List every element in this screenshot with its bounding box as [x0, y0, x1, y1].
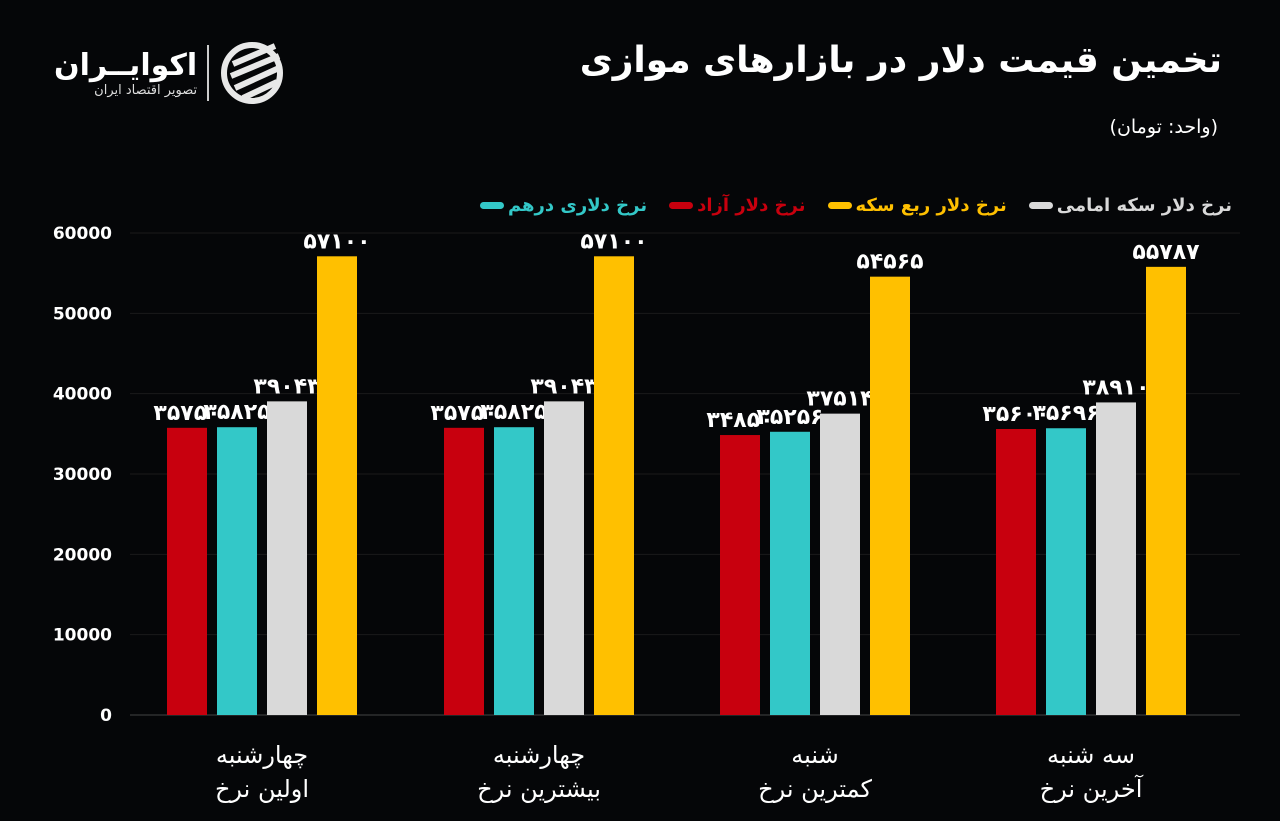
legend-label: نرخ دلار ربع سکه [855, 195, 1007, 216]
category-line: آخرین نرخ [1039, 775, 1143, 803]
data-label: ۳۸۹۱۰ [1082, 375, 1149, 400]
legend-item: نرخ دلار ربع سکه [827, 195, 1007, 216]
x-category-label: چهارشنبه اولین نرخ [162, 738, 362, 806]
data-label: ۳۵۷۵۰ [153, 401, 220, 426]
legend: نرخ دلاری درهم نرخ دلار آزاد نرخ دلار ربع … [479, 195, 1232, 216]
legend-label: نرخ دلار آزاد [697, 195, 806, 216]
data-label: ۳۷۵۱۴ [806, 387, 873, 412]
legend-swatch [669, 202, 694, 209]
category-line: چهارشنبه [492, 741, 586, 769]
bar [720, 435, 760, 715]
bar [494, 427, 534, 715]
y-tick-label: 60000 [53, 224, 112, 244]
x-category-label: شنبه کمترین نرخ [715, 738, 915, 806]
category-line: اولین نرخ [214, 775, 310, 803]
data-label: ۳۵۸۲۵ [480, 400, 547, 425]
y-tick-label: 0 [100, 706, 112, 726]
x-category-label: چهارشنبه بیشترین نرخ [439, 738, 639, 806]
category-line: بیشترین نرخ [477, 775, 601, 803]
data-label: ۵۴۵۶۵ [856, 250, 923, 275]
category-line: سه شنبه [1046, 741, 1136, 769]
data-label: ۵۷۱۰۰ [303, 229, 370, 254]
data-label: ۵۷۱۰۰ [580, 229, 647, 254]
legend-swatch [1028, 202, 1053, 209]
bar [1096, 402, 1136, 715]
legend-label: نرخ دلاری درهم [507, 195, 648, 216]
y-tick-label: 30000 [53, 465, 112, 485]
bar [1046, 428, 1086, 715]
bar [770, 431, 810, 715]
data-label: ۳۹۰۴۳ [253, 374, 321, 399]
category-line: چهارشنبه [215, 741, 309, 769]
data-label: ۳۵۷۵۰ [430, 401, 497, 426]
bar [820, 413, 860, 715]
bar [317, 256, 357, 715]
bar [594, 256, 634, 715]
bar [167, 427, 207, 715]
data-label: ۳۵۸۲۵ [203, 400, 270, 425]
legend-swatch [479, 202, 504, 209]
unit-label: (واحد: تومان) [1109, 116, 1218, 138]
bar [870, 276, 910, 715]
logo-name: اکوایــران [54, 48, 198, 83]
legend-item: نرخ دلاری درهم [479, 195, 648, 216]
y-tick-label: 40000 [53, 385, 112, 405]
bar [1146, 266, 1186, 715]
y-tick-label: 10000 [53, 626, 112, 646]
logo: اکوایــران تصویر اقتصاد ایران [54, 40, 285, 106]
bar [444, 427, 484, 715]
logo-subtitle: تصویر اقتصاد ایران [94, 83, 198, 98]
data-label: ۳۹۰۴۳ [530, 374, 598, 399]
legend-item: نرخ دلار سکه امامی [1028, 195, 1232, 216]
legend-item: نرخ دلار آزاد [669, 195, 806, 216]
data-label: ۳۵۲۵۶ [756, 405, 823, 430]
bar [267, 401, 307, 715]
bar [544, 401, 584, 715]
data-label: ۳۵۶۰۰ [982, 402, 1049, 427]
category-line: شنبه [791, 741, 839, 769]
bar [996, 429, 1036, 715]
y-tick-label: 50000 [53, 304, 112, 324]
x-category-label: سه شنبه آخرین نرخ [991, 738, 1191, 806]
data-label: ۳۵۶۹۶ [1032, 401, 1099, 426]
logo-icon [221, 42, 284, 104]
data-label: ۳۴۸۵۰ [706, 408, 773, 433]
category-line: کمترین نرخ [758, 775, 872, 803]
logo-divider [207, 45, 210, 101]
data-label: ۵۵۷۸۷ [1132, 240, 1200, 265]
y-tick-label: 20000 [53, 545, 112, 565]
bar [217, 427, 257, 715]
chart-title: تخمین قیمت دلار در بازارهای موازی [579, 40, 1222, 81]
legend-label: نرخ دلار سکه امامی [1056, 195, 1232, 216]
legend-swatch [827, 202, 852, 209]
